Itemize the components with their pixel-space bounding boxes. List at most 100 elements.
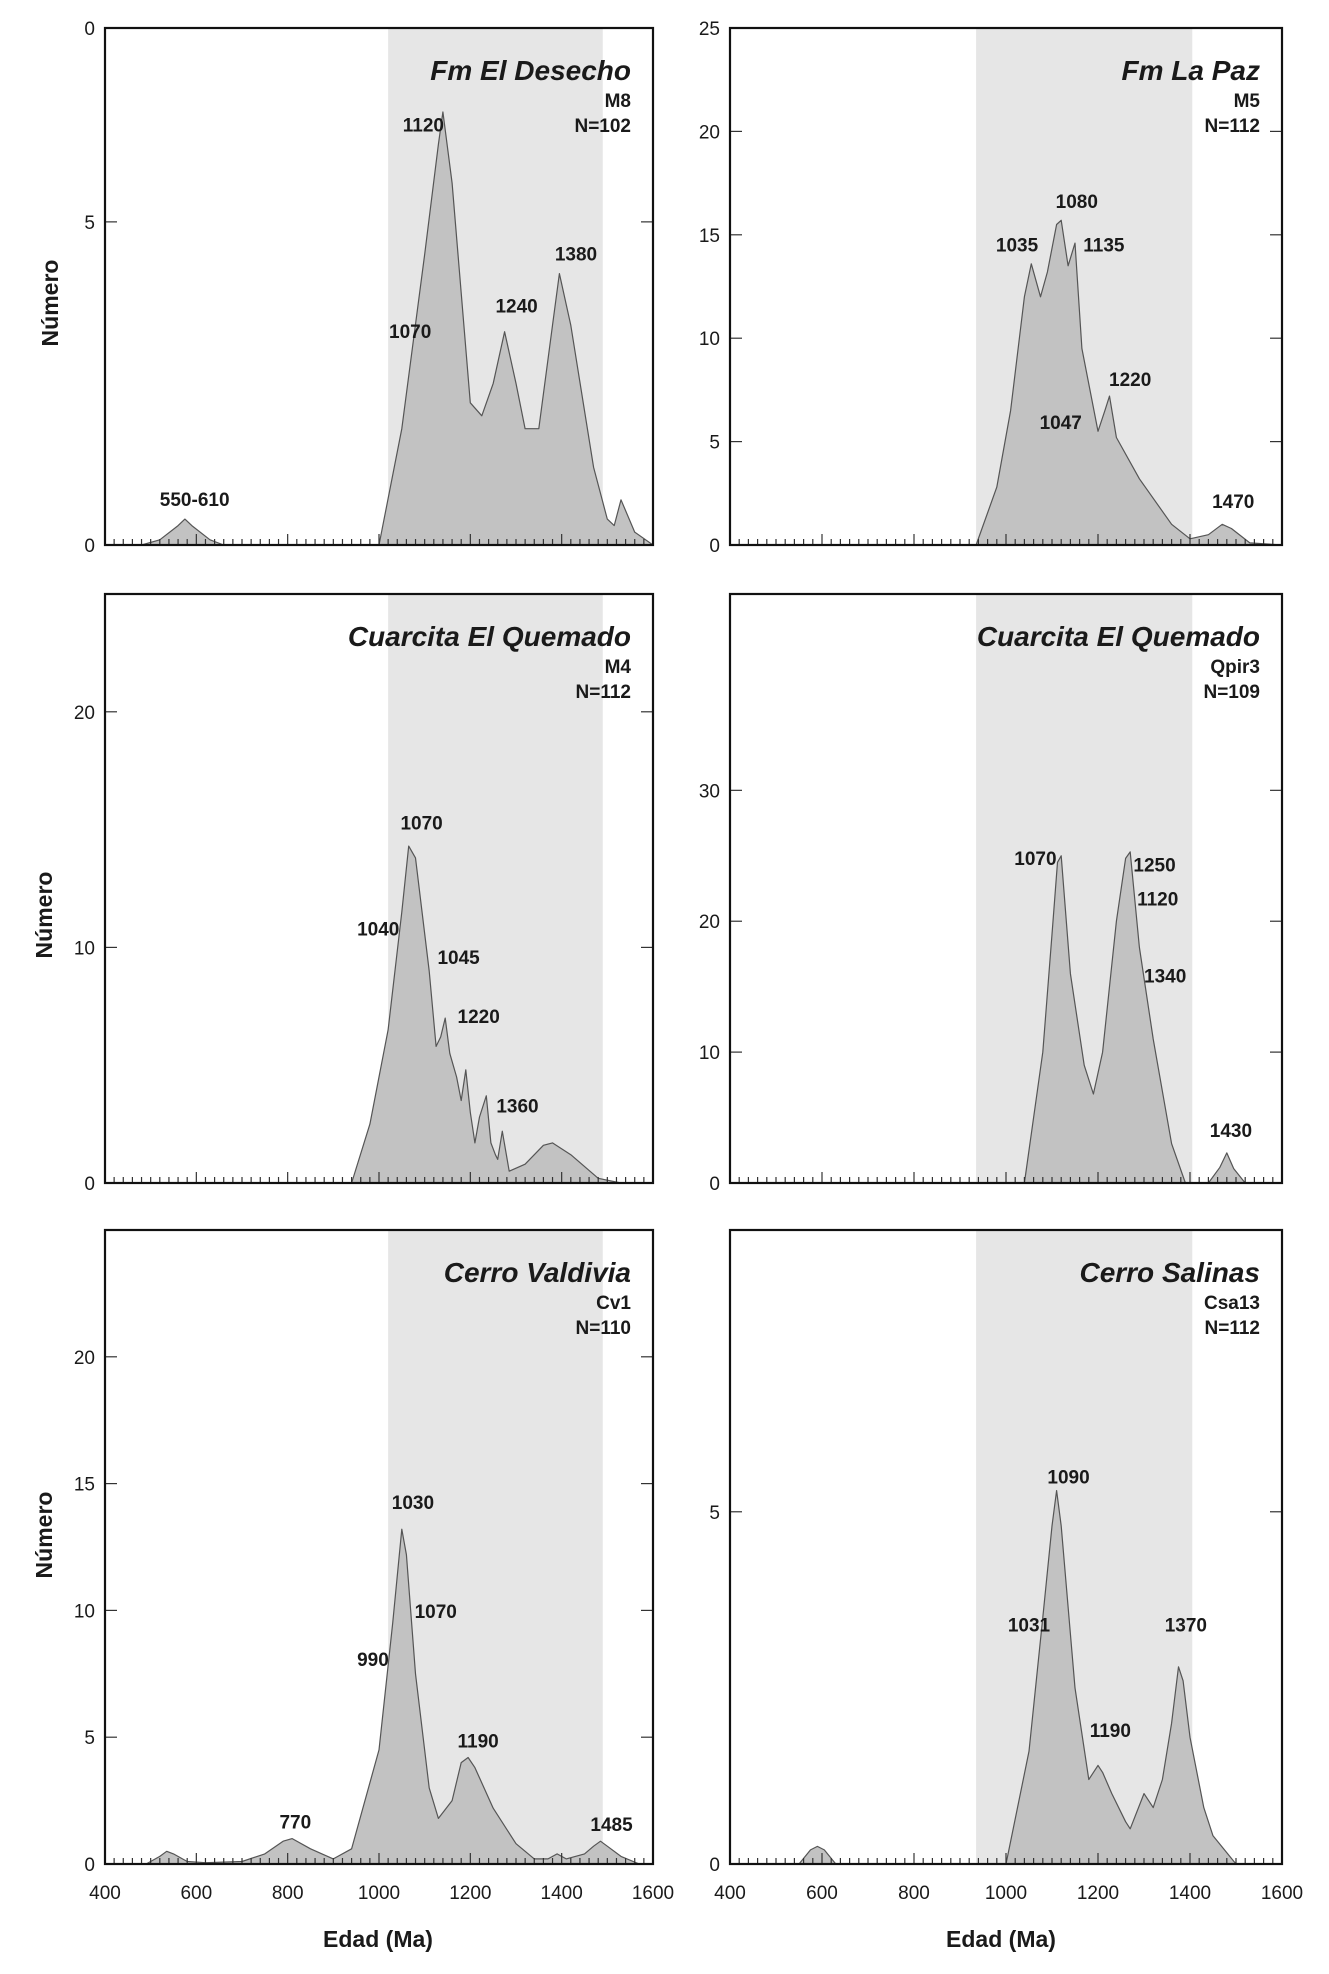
x-tick-label: 400 — [89, 1883, 121, 1904]
panel-title: Cuarcita El Quemado — [348, 621, 631, 652]
peak-age-label: 1250 — [1133, 855, 1175, 876]
peak-age-label: 770 — [279, 1812, 311, 1833]
peak-age-label: 1080 — [1056, 192, 1098, 213]
x-tick-label: 1600 — [1261, 1883, 1303, 1904]
peak-age-label: 1360 — [496, 1096, 538, 1117]
sample-code: M8 — [605, 91, 631, 112]
y-tick-label: 30 — [699, 781, 720, 802]
y-tick-label: 20 — [699, 122, 720, 143]
panel-title: Fm La Paz — [1122, 55, 1260, 86]
x-tick-label: 1600 — [632, 1883, 674, 1904]
y-tick-label: 5 — [84, 1728, 95, 1749]
y-tick-label: 0 — [84, 536, 95, 557]
y-tick-label: 25 — [699, 19, 720, 40]
y-tick-label: 15 — [699, 226, 720, 247]
panel-3: 0 10 20 Cuarcita El Quemado M4 N=112 1070 1040 1… — [74, 592, 655, 1195]
peak-age-label: 1120 — [403, 115, 444, 136]
sample-code: M5 — [1234, 91, 1261, 112]
y-tick-label: 0 — [709, 536, 720, 557]
panel-title: Fm El Desecho — [430, 55, 631, 86]
x-tick-label: 1000 — [358, 1883, 400, 1904]
peak-age-label: 1090 — [1047, 1468, 1089, 1489]
sample-count: N=102 — [574, 116, 631, 137]
x-tick-label: 1200 — [1077, 1883, 1119, 1904]
y-tick-label: 0 — [84, 1855, 95, 1876]
peak-age-label: 550-610 — [160, 490, 230, 511]
plot-frame — [728, 26, 1284, 547]
y-tick-label: 10 — [74, 938, 95, 959]
probability-density-area — [1023, 851, 1246, 1184]
y-axis-label-top: Número — [37, 260, 63, 347]
y-tick-label: 5 — [709, 1503, 720, 1524]
x-tick-label: 1400 — [541, 1883, 583, 1904]
y-tick-label: 10 — [699, 1043, 720, 1064]
sample-code: Cv1 — [596, 1293, 631, 1314]
peak-age-label: 1070 — [1014, 849, 1056, 870]
x-tick-label: 600 — [180, 1883, 212, 1904]
panel-4: 0 10 20 30 Cuarcita El Quemado Qpir3 N=109 1070… — [699, 592, 1284, 1195]
peak-age-label: 1030 — [392, 1493, 434, 1514]
peak-age-label: 1031 — [1008, 1616, 1051, 1637]
sample-code: Qpir3 — [1210, 657, 1260, 678]
sample-count: N=109 — [1203, 682, 1260, 703]
panels: 0 5 0 Fm El Desecho M8 N=102 550-610 1120 1070 12… — [74, 19, 1303, 1904]
x-axis-labels: Edad (Ma) Edad (Ma) — [323, 1926, 1056, 1952]
panel-6: 0 5 400 600 800 1000 1200 1400 1600 Cerro Salinas… — [709, 1228, 1303, 1904]
y-tick-label: 20 — [74, 703, 95, 724]
x-tick-label: 1000 — [985, 1883, 1027, 1904]
y-tick-label: 0 — [84, 19, 95, 40]
x-tick-label: 400 — [714, 1883, 746, 1904]
panel-5: 0 5 10 15 20 400 600 800 1000 1200 1400 1600 Cerro V… — [74, 1228, 674, 1904]
plot-frame — [728, 1228, 1284, 1866]
plot-frame — [103, 26, 655, 547]
x-axis-label-right: Edad (Ma) — [946, 1926, 1056, 1952]
peak-age-label: 990 — [357, 1650, 389, 1671]
probability-density-area — [975, 219, 1283, 546]
peak-age-label: 1340 — [1144, 967, 1186, 988]
sample-count: N=112 — [576, 682, 631, 703]
x-tick-label: 1400 — [1169, 1883, 1211, 1904]
peak-age-label: 1135 — [1083, 235, 1125, 256]
sample-count: N=112 — [1205, 1318, 1260, 1339]
panel-2: 0 5 10 15 20 25 Fm La Paz M5 N=112 1080 1035 1135 12… — [699, 19, 1284, 557]
sample-code: M4 — [605, 657, 632, 678]
panel-1: 0 5 0 Fm El Desecho M8 N=102 550-610 1120 1070 12… — [84, 19, 655, 557]
sample-code: Csa13 — [1204, 1293, 1260, 1314]
panel-title: Cerro Valdivia — [444, 1257, 631, 1288]
peak-age-label: 1430 — [1210, 1121, 1252, 1142]
y-tick-label: 20 — [699, 912, 720, 933]
peak-age-label: 1035 — [996, 235, 1039, 256]
x-axis-label-left: Edad (Ma) — [323, 1926, 433, 1952]
peak-age-label: 1070 — [389, 322, 431, 343]
probability-density-area — [140, 111, 654, 546]
panel-title: Cuarcita El Quemado — [977, 621, 1260, 652]
y-axis-label-bottom: Número — [31, 1492, 57, 1579]
y-tick-label: 5 — [84, 213, 95, 234]
y-tick-label: 5 — [709, 433, 720, 454]
peak-age-label: 1070 — [400, 814, 442, 835]
plot-frame — [103, 1228, 655, 1866]
peak-age-label: 1047 — [1040, 413, 1082, 434]
y-tick-label: 10 — [74, 1601, 95, 1622]
peak-age-label: 1220 — [1109, 370, 1151, 391]
y-tick-label: 20 — [74, 1348, 95, 1369]
sample-count: N=112 — [1205, 116, 1260, 137]
y-axis-label-middle: Número — [31, 872, 57, 959]
peak-age-label: 1470 — [1212, 492, 1254, 513]
plot-frame — [103, 592, 655, 1185]
peak-age-label: 1120 — [1137, 890, 1178, 911]
plot-frame — [728, 592, 1284, 1185]
y-tick-label: 0 — [709, 1855, 720, 1876]
x-tick-label: 600 — [806, 1883, 838, 1904]
y-tick-label: 0 — [84, 1174, 95, 1195]
peak-age-label: 1045 — [437, 948, 480, 969]
peak-age-label: 1370 — [1165, 1616, 1207, 1637]
y-tick-label: 10 — [699, 329, 720, 350]
peak-age-label: 1070 — [415, 1602, 457, 1623]
y-axis-labels: Número Número Número — [31, 260, 63, 1579]
y-tick-label: 15 — [74, 1475, 95, 1496]
y-tick-label: 0 — [709, 1174, 720, 1195]
panel-title: Cerro Salinas — [1079, 1257, 1260, 1288]
sample-count: N=110 — [576, 1318, 631, 1339]
